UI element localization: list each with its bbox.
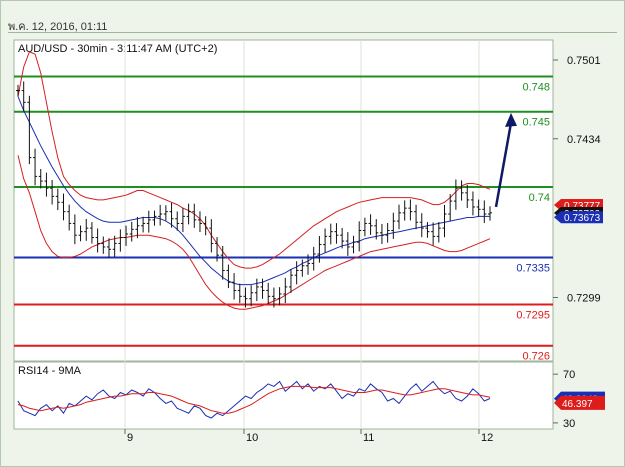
rsi-y-tick-label: 30 xyxy=(563,418,575,430)
rsi-badge-label: 46.397 xyxy=(562,399,593,410)
header-divider xyxy=(8,32,617,33)
series-bb-upper xyxy=(17,51,491,269)
series-bb-lower xyxy=(17,155,491,310)
y-tick-label: 0.7299 xyxy=(567,293,601,305)
level-label: 0.7295 xyxy=(516,310,550,322)
price-badge-label: 0.73777 xyxy=(564,201,601,212)
y-tick-label: 0.7501 xyxy=(567,55,601,67)
x-tick-label: 9 xyxy=(127,432,133,444)
main-plot-area xyxy=(13,39,554,362)
price-badge-shape xyxy=(554,211,603,224)
x-tick-label: 11 xyxy=(363,432,374,444)
level-label: 0.7335 xyxy=(516,263,550,275)
price-badge-label: 0.73673 xyxy=(564,213,601,224)
rsi-series-rsi xyxy=(17,380,491,419)
rsi-title: RSI14 - 9MA xyxy=(18,365,82,377)
level-label: 0.726 xyxy=(522,351,550,363)
price-badge: 0.73673 xyxy=(554,211,603,224)
y-tick-label: 0.7434 xyxy=(567,134,601,146)
forecast-arrow-shaft xyxy=(494,122,513,208)
rsi-badge-shape xyxy=(554,395,605,410)
forecast-arrow-head xyxy=(505,112,517,127)
main-chart-title: AUD/USD - 30min - 3:11:47 AM (UTC+2) xyxy=(18,43,217,55)
level-label: 0.745 xyxy=(522,117,550,129)
series-moving-average xyxy=(17,96,490,286)
level-label: 0.748 xyxy=(522,81,550,93)
rsi-badge: 46.397 xyxy=(554,395,605,410)
x-tick-label: 10 xyxy=(246,432,258,444)
level-label: 0.74 xyxy=(529,192,550,204)
x-tick-label: 12 xyxy=(481,432,493,444)
rsi-y-tick-label: 70 xyxy=(563,369,575,381)
date-time-label: พ.ค. 12, 2016, 01:11 xyxy=(8,21,108,33)
rsi-series-ma xyxy=(17,385,491,414)
rsi-plot-area xyxy=(13,361,554,430)
